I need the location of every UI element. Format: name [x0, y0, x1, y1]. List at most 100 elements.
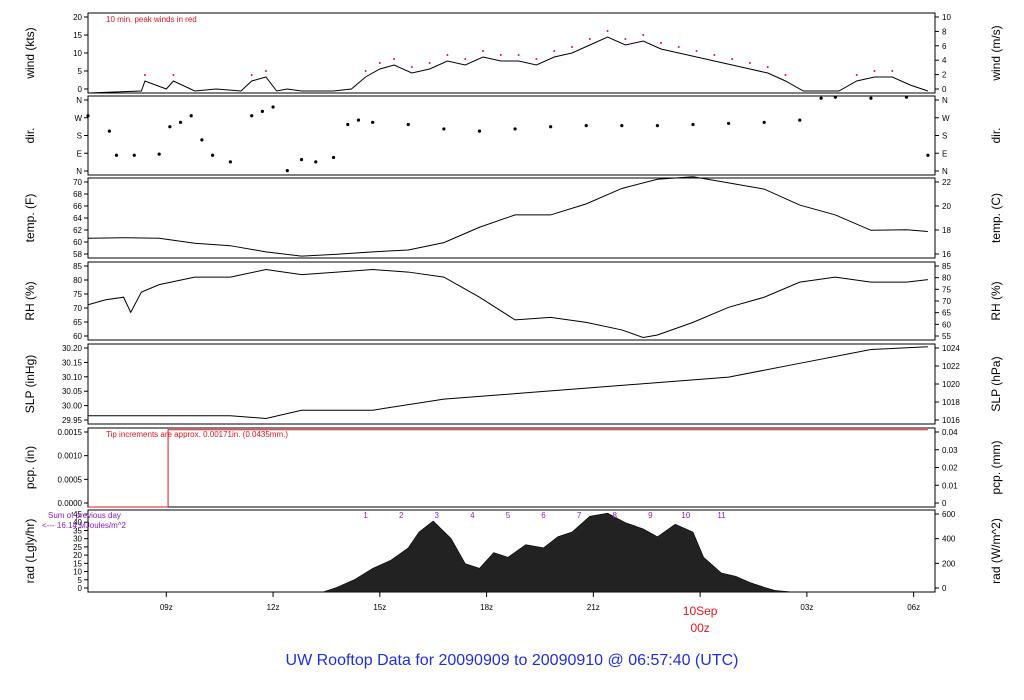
peak-wind-mark: [606, 30, 609, 32]
left-tick-label: E: [77, 149, 82, 158]
right-tick-label: 1022: [942, 362, 960, 371]
right-tick-label: 0.02: [942, 464, 958, 473]
left-axis-label: rad (Lgly/hr): [23, 519, 37, 584]
left-tick-label: 80: [73, 276, 82, 285]
right-tick-label: 85: [942, 262, 951, 271]
left-tick-label: 62: [73, 226, 82, 235]
direction-point: [655, 124, 660, 128]
right-tick-label: 18: [942, 226, 951, 235]
direction-point: [833, 95, 837, 99]
direction-point: [86, 114, 90, 118]
hour-mark: 1: [363, 511, 368, 520]
right-tick-label: 6: [942, 42, 947, 51]
left-tick-label: 30.00: [62, 402, 83, 411]
right-tick-label: 65: [942, 309, 951, 318]
hour-mark: 9: [648, 511, 653, 520]
left-tick-label: W: [74, 114, 82, 123]
x-tick-label: 18z: [480, 603, 493, 612]
peak-wind-mark: [571, 46, 573, 48]
right-tick-label: 1024: [942, 344, 960, 353]
left-axis-label: RH (%): [23, 281, 37, 320]
direction-point: [442, 127, 446, 131]
right-tick-label: 55: [942, 332, 951, 341]
right-tick-label: 8: [942, 27, 947, 36]
right-tick-label: 0: [942, 85, 947, 94]
peak-wind-mark: [378, 62, 381, 64]
panel-frame: [87, 427, 936, 508]
hour-mark: 5: [506, 511, 511, 520]
peak-wind-mark: [624, 38, 627, 40]
direction-point: [620, 124, 624, 128]
direction-point: [726, 121, 731, 126]
direction-point: [314, 160, 318, 164]
right-tick-label: 16: [942, 250, 951, 259]
direction-point: [331, 155, 336, 160]
rad-annotation: Sum of previous day: [48, 511, 121, 520]
radiation-area: [322, 512, 793, 593]
left-tick-label: 30.20: [62, 344, 83, 353]
direction-point: [691, 122, 695, 127]
direction-point: [356, 118, 361, 122]
right-tick-label: N: [942, 167, 948, 176]
hour-mark: 4: [470, 511, 475, 520]
right-tick-label: 4: [942, 56, 947, 65]
left-tick-label: 66: [73, 202, 82, 211]
peak-wind-mark: [731, 58, 734, 60]
right-axis-label: wind (m/s): [989, 25, 1003, 81]
direction-point: [513, 127, 517, 131]
left-tick-label: 85: [73, 262, 82, 271]
right-tick-label: 22: [942, 178, 951, 187]
peak-wind-mark: [393, 58, 396, 60]
left-tick-label: N: [76, 96, 82, 105]
right-tick-label: 2: [942, 71, 947, 80]
panel-frame: [87, 261, 936, 341]
left-tick-label: 5: [78, 576, 83, 585]
left-tick-label: 60: [73, 332, 82, 341]
direction-point: [107, 129, 111, 133]
direction-point: [132, 153, 136, 157]
panel-frame: [87, 177, 936, 259]
left-tick-label: 30.05: [62, 387, 83, 396]
peak-wind-mark: [446, 54, 449, 56]
left-tick-label: 20: [73, 13, 82, 22]
right-tick-label: 80: [942, 274, 951, 283]
hour-label: 00z: [690, 621, 709, 635]
direction-point: [210, 153, 215, 157]
left-axis-label: temp. (F): [23, 194, 37, 243]
direction-point: [189, 114, 193, 118]
peak-wind-mark: [250, 74, 253, 76]
x-axis: 09z 12z 15z 18z 21z 03z 06z 10Sep 00z: [160, 592, 920, 635]
right-tick-label: 400: [942, 535, 956, 544]
panel-pcp: 0.0000 0.0005 0.0010 0.0015 0 0.01 0.02 0.03 0.0…: [23, 427, 1003, 508]
direction-point: [271, 105, 275, 109]
right-axis-label: dir.: [989, 127, 1003, 143]
right-tick-label: N: [942, 96, 948, 105]
hour-mark: 11: [717, 511, 726, 520]
left-tick-label: 35: [73, 526, 82, 535]
peak-wind-mark: [659, 42, 662, 44]
direction-point: [798, 118, 802, 122]
peak-wind-mark: [695, 50, 698, 52]
direction-point: [228, 160, 232, 164]
x-tick-label: 09z: [160, 603, 173, 612]
peak-wind-mark: [364, 70, 367, 72]
peak-wind-mark: [264, 70, 267, 72]
slp-line: [88, 346, 928, 419]
direction-point: [285, 169, 289, 173]
left-axis-label: wind (kts): [23, 27, 37, 79]
right-tick-label: 70: [942, 297, 951, 306]
direction-point: [549, 125, 553, 129]
left-tick-label: 20: [73, 551, 82, 560]
left-tick-label: 15: [73, 31, 82, 40]
left-tick-label: 29.95: [62, 416, 83, 425]
x-tick-label: 12z: [267, 603, 280, 612]
right-tick-label: 20: [942, 202, 951, 211]
hour-mark: 8: [612, 511, 617, 520]
left-tick-label: 0: [78, 584, 83, 593]
direction-point: [406, 122, 410, 127]
peak-wind-mark: [588, 38, 591, 40]
hour-mark: 7: [577, 511, 582, 520]
right-tick-label: 75: [942, 285, 951, 294]
